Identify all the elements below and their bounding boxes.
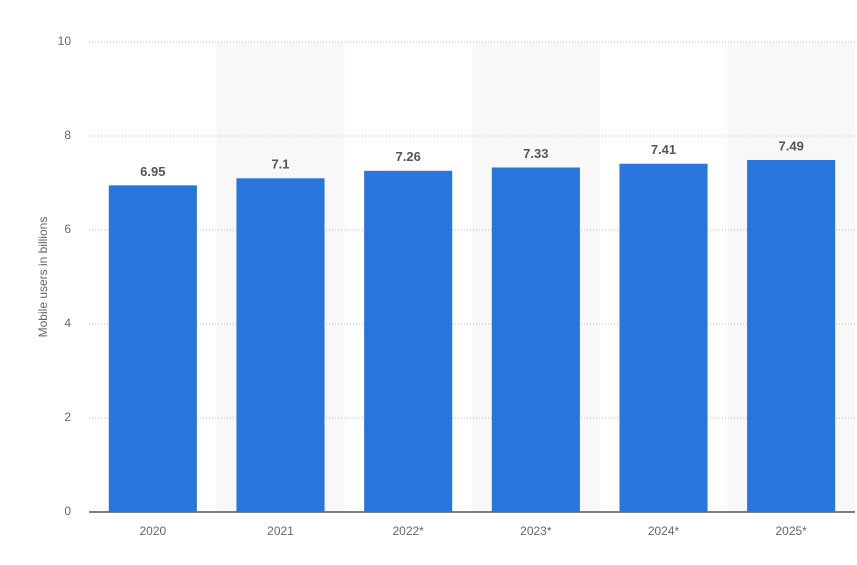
y-tick-label: 0 [64,504,71,518]
x-tick-label: 2021 [267,524,294,538]
bar [491,167,580,513]
value-label: 7.49 [779,138,804,153]
y-tick-label: 10 [58,34,72,48]
bar [108,185,197,512]
y-tick-label: 2 [64,410,71,424]
bar [364,170,453,512]
value-label: 7.33 [523,146,548,161]
y-axis-label: Mobile users in billions [36,217,50,338]
x-tick-label: 2020 [139,524,166,538]
bar [236,178,325,513]
value-label: 7.41 [651,142,676,157]
y-tick-label: 8 [64,128,71,142]
y-tick-label: 6 [64,222,71,236]
value-label: 7.1 [271,157,289,172]
bar [619,163,708,513]
x-tick-label: 2024* [648,524,680,538]
value-label: 7.26 [396,149,421,164]
x-tick-label: 2025* [775,524,807,538]
bar [747,159,836,512]
x-tick-label: 2022* [392,524,424,538]
y-tick-label: 4 [64,316,71,330]
value-label: 6.95 [140,164,165,179]
x-tick-label: 2023* [520,524,552,538]
